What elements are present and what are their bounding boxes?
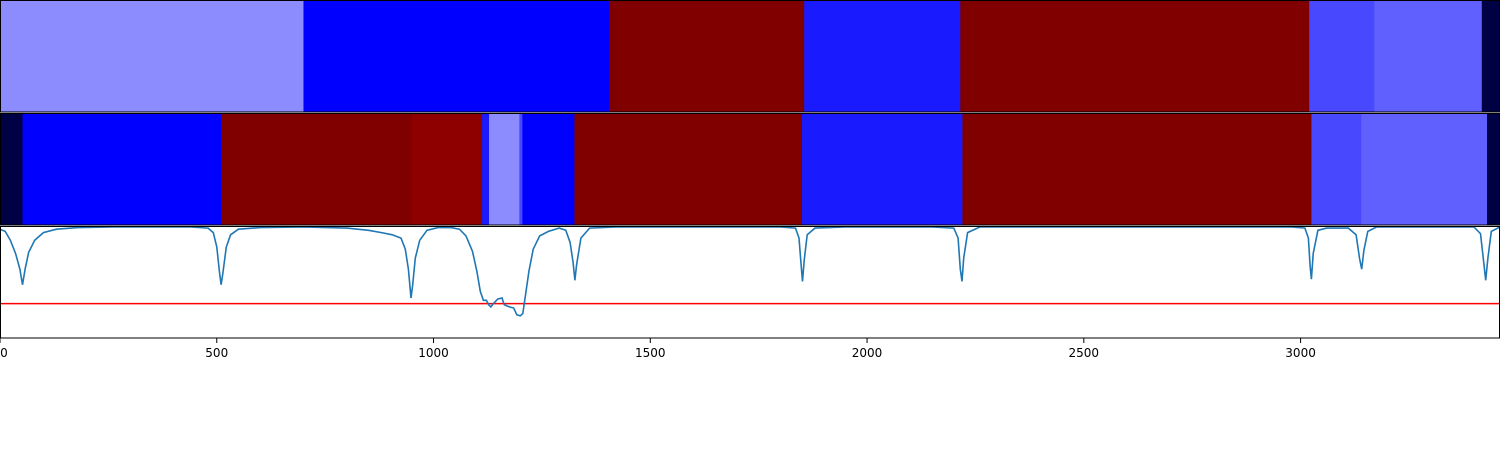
x-tick-label-6: 3000	[1285, 346, 1316, 360]
middle-track-segment-9	[802, 114, 963, 225]
top-track-segment-0	[0, 1, 304, 112]
middle-track-segment-3	[411, 114, 483, 225]
middle-track-segment-4	[482, 114, 490, 225]
top-track-segment-6	[1374, 1, 1483, 112]
top-track-segment-4	[960, 1, 1310, 112]
middle-track-segment-10	[962, 114, 1312, 225]
middle-track-segment-6	[519, 114, 523, 225]
middle-track-segment-12	[1361, 114, 1488, 225]
middle-track-segment-5	[489, 114, 520, 225]
bottom-plot-frame	[0, 226, 1500, 339]
top-track-segment-5	[1309, 1, 1375, 112]
x-tick-label-2: 1000	[418, 346, 449, 360]
top-track-segment-2	[609, 1, 805, 112]
x-tick-label-3: 1500	[635, 346, 666, 360]
series-line	[0, 226, 1500, 317]
top-track-segment-7	[1481, 1, 1500, 112]
x-axis: 0 500 1000 1500 2000 2500 3000	[0, 338, 1316, 360]
top-color-track	[0, 1, 1500, 112]
bottom-line-plot	[0, 226, 1500, 317]
x-tick-label-1: 500	[205, 346, 228, 360]
middle-track-segment-13	[1486, 114, 1500, 225]
middle-track-segment-2	[221, 114, 413, 225]
middle-track-segment-7	[522, 114, 575, 225]
middle-color-track	[0, 114, 1500, 225]
x-tick-label-0: 0	[0, 346, 8, 360]
middle-track-segment-11	[1311, 114, 1362, 225]
middle-track-segment-8	[574, 114, 803, 225]
x-tick-label-4: 2000	[852, 346, 883, 360]
top-track-segment-1	[303, 1, 610, 112]
top-track-segment-3	[804, 1, 961, 112]
middle-track-segment-1	[22, 114, 222, 225]
middle-track-segment-0	[0, 114, 24, 225]
x-tick-label-5: 2500	[1069, 346, 1100, 360]
